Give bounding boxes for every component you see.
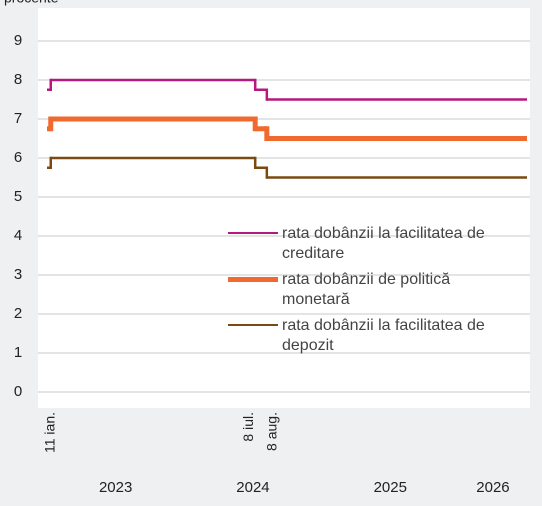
legend-swatch xyxy=(228,231,278,235)
legend-label: rata dobânzii la facilitatea de creditar… xyxy=(282,225,485,262)
y-tick-label: 1 xyxy=(14,344,22,361)
legend-label: rata dobânzii la facilitatea de depozit xyxy=(282,317,485,354)
x-tick-label: 2025 xyxy=(374,479,407,496)
legend-item: rata dobânzii de politică monetară xyxy=(228,270,518,310)
legend-item: rata dobânzii la facilitatea de depozit xyxy=(228,316,518,356)
y-tick-label: 5 xyxy=(14,188,22,205)
legend-item: rata dobânzii la facilitatea de creditar… xyxy=(228,224,518,264)
x-tick-label: 2023 xyxy=(99,479,132,496)
date-annotation: 8 aug. xyxy=(264,412,280,451)
x-tick-label: 2026 xyxy=(476,479,509,496)
date-annotation: 8 iul. xyxy=(240,412,256,442)
date-annotation: 11 ian. xyxy=(41,412,57,453)
y-tick-label: 7 xyxy=(14,110,22,127)
y-tick-label: 2 xyxy=(14,305,22,322)
unit-label: procente xyxy=(4,0,59,6)
legend: rata dobânzii la facilitatea de creditar… xyxy=(228,224,518,362)
y-tick-label: 6 xyxy=(14,149,22,166)
y-tick-label: 4 xyxy=(14,227,22,244)
y-tick-label: 9 xyxy=(14,32,22,49)
legend-swatch xyxy=(228,323,278,327)
y-tick-label: 0 xyxy=(14,383,22,400)
plot-area xyxy=(38,8,530,408)
x-tick-label: 2024 xyxy=(236,479,269,496)
y-tick-label: 8 xyxy=(14,71,22,88)
legend-label: rata dobânzii de politică monetară xyxy=(282,271,451,308)
y-tick-label: 3 xyxy=(14,266,22,283)
legend-swatch xyxy=(228,276,278,282)
